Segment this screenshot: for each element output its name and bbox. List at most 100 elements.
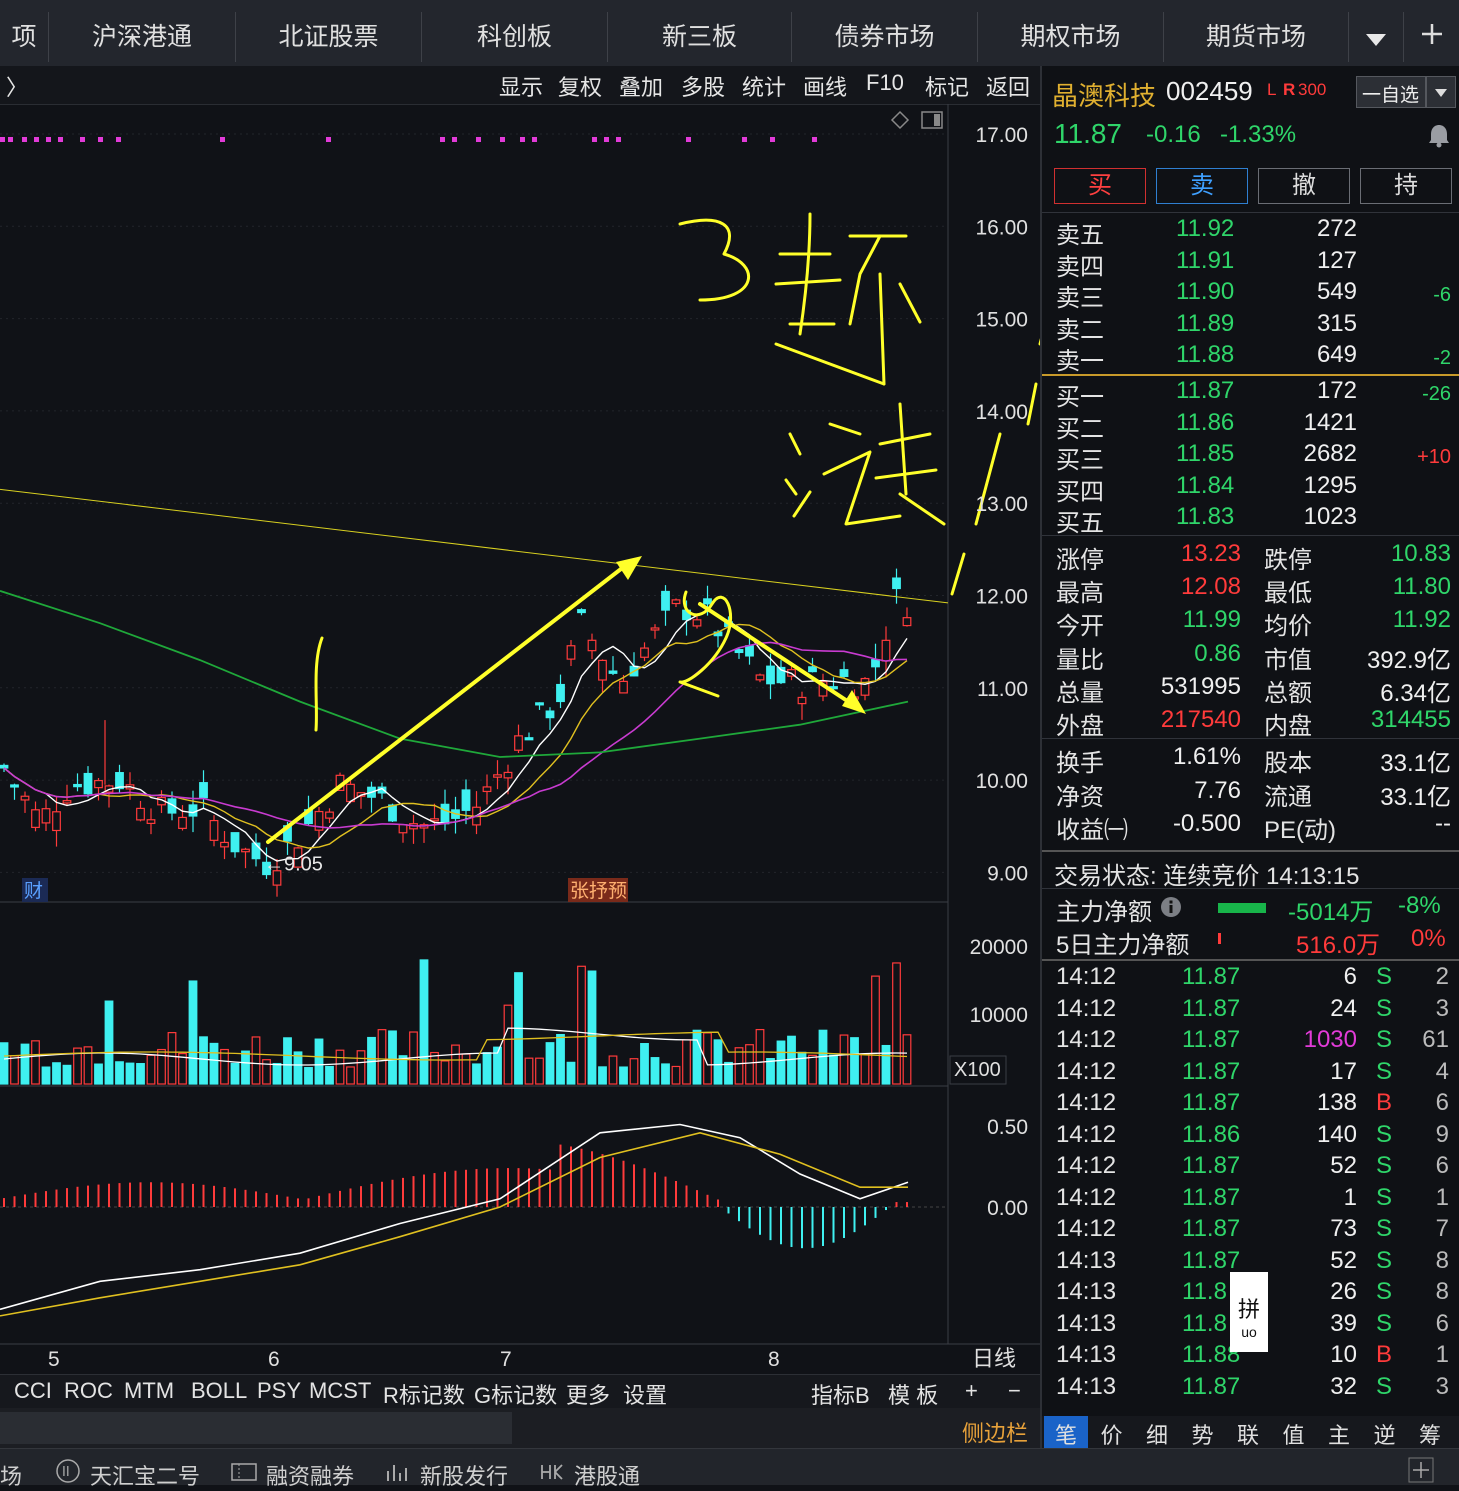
volume-bar [671, 1065, 681, 1085]
toolbar-display[interactable]: 显示 [499, 75, 544, 100]
svg-text:II: II [62, 1465, 70, 1480]
tab-mtm[interactable]: MTM [124, 1378, 175, 1403]
hand-annotations [266, 212, 1040, 844]
volume-bar [178, 1052, 187, 1085]
toolbar-overlay[interactable]: 叠加 [619, 75, 664, 100]
tick-count: 4 [1435, 1057, 1449, 1085]
footer-hk-connect[interactable]: 港股通 [574, 1464, 641, 1489]
footer-item-0[interactable]: 场 [0, 1464, 23, 1489]
volume-bar [745, 1044, 754, 1085]
tab-psy[interactable]: PSY [257, 1378, 302, 1403]
detail-tab[interactable]: 筹 [1418, 1423, 1441, 1448]
tab-template[interactable]: 模 板 [888, 1383, 939, 1408]
nav-item-hk-connect[interactable]: 沪深港通 [49, 12, 236, 62]
tick-count: 8 [1435, 1246, 1449, 1274]
sidebar-toggle[interactable]: 侧边栏 [962, 1421, 1029, 1446]
zoom-out-button[interactable]: − [1008, 1378, 1021, 1403]
volume-bar [136, 1063, 145, 1085]
main-flow5-label: 5日主力净额 [1056, 932, 1190, 959]
tick-count: 3 [1435, 1372, 1449, 1400]
volume-bar [829, 1054, 838, 1085]
bid-label: 买一 [1056, 384, 1104, 411]
footer-margin[interactable]: 融资融券 [266, 1464, 355, 1489]
toolbar-stats[interactable]: 统计 [742, 75, 787, 100]
tab-cci[interactable]: CCI [14, 1378, 52, 1403]
ime-popup[interactable]: 拼 uo [1230, 1272, 1268, 1352]
tab-boll[interactable]: BOLL [191, 1378, 248, 1403]
tick-time: 14:12 [1056, 1215, 1117, 1242]
nav-item-options[interactable]: 期权市场 [978, 12, 1164, 62]
stat-value: 6.34亿 [1380, 679, 1451, 707]
price-tick: 11.00 [977, 678, 1028, 701]
holdings-button[interactable]: 持 [1360, 168, 1452, 204]
detail-tab[interactable]: 细 [1145, 1423, 1168, 1448]
volume-bar [125, 1062, 135, 1085]
plus-icon[interactable] [1405, 12, 1459, 62]
toolbar-multi[interactable]: 多股 [681, 75, 726, 100]
back-chevron-icon[interactable]: 〉 [6, 75, 29, 100]
detail-tab[interactable]: 势 [1191, 1423, 1214, 1448]
tick-price: 11.8 [1182, 1309, 1227, 1337]
tab-g-mark[interactable]: G标记数 [474, 1383, 558, 1408]
stat-label: 净资 [1056, 783, 1104, 811]
candle-body [650, 627, 660, 631]
tab-mcst[interactable]: MCST [309, 1378, 372, 1403]
main-flow-label: 主力净额 [1056, 899, 1152, 926]
zoom-in-button[interactable]: + [965, 1378, 978, 1403]
buy-button[interactable]: 买 [1054, 168, 1146, 204]
volume-bar [682, 1039, 691, 1085]
footer-tianhuibao[interactable]: 天汇宝二号 [90, 1464, 201, 1489]
candle-body [52, 811, 61, 832]
stock-name: 晶澳科技 [1052, 81, 1157, 111]
tick-side: S [1376, 1309, 1393, 1337]
tab-more[interactable]: 更多 [566, 1383, 611, 1408]
toolbar-draw[interactable]: 画线 [803, 75, 848, 100]
volume-bar [188, 980, 198, 1085]
watchlist-button[interactable]: 一自选 [1356, 76, 1426, 108]
tab-settings[interactable]: 设置 [623, 1383, 668, 1408]
stat-label: 今开 [1056, 613, 1104, 641]
detail-tab[interactable]: 主 [1327, 1423, 1350, 1448]
candle-body [692, 619, 702, 627]
tab-indicator-b[interactable]: 指标B [811, 1383, 870, 1408]
detail-tab[interactable]: 笔 [1054, 1423, 1077, 1448]
volume-bar [52, 1062, 61, 1085]
toolbar-adjust[interactable]: 复权 [558, 75, 603, 100]
bid-price: 11.87 [1176, 377, 1235, 404]
candle-body [902, 617, 912, 627]
toolbar-return[interactable]: 返回 [986, 75, 1031, 100]
candle-body [262, 861, 271, 876]
ask-delta: -6 [1433, 284, 1451, 306]
bell-icon[interactable] [1426, 122, 1452, 148]
period-label: 日线 [972, 1346, 1016, 1371]
scroll-track[interactable] [0, 1412, 512, 1444]
cancel-order-button[interactable]: 撤 [1258, 168, 1350, 204]
footer-ipo[interactable]: 新股发行 [420, 1464, 509, 1489]
sell-button[interactable]: 卖 [1156, 168, 1248, 204]
detail-tab[interactable]: 联 [1236, 1423, 1259, 1448]
nav-item-bonds[interactable]: 债券市场 [792, 12, 978, 62]
nav-item-futures[interactable]: 期货市场 [1164, 12, 1349, 62]
detail-tab[interactable]: 值 [1282, 1423, 1305, 1448]
candle-body [346, 783, 355, 803]
detail-tab[interactable]: 价 [1100, 1423, 1123, 1448]
nav-item-0[interactable]: 项 [0, 12, 49, 62]
tab-r-mark[interactable]: R标记数 [383, 1383, 465, 1408]
watchlist-dropdown[interactable] [1426, 76, 1456, 108]
candle-body [745, 645, 754, 657]
info-icon[interactable] [1160, 896, 1182, 918]
nav-item-bse[interactable]: 北证股票 [236, 12, 422, 62]
stat-label: 收益㈠ [1056, 817, 1128, 844]
caret-down-icon[interactable] [1349, 12, 1404, 62]
toolbar-mark[interactable]: 标记 [925, 75, 970, 100]
ask-price: 11.89 [1176, 309, 1235, 337]
nav-item-neeq[interactable]: 新三板 [608, 12, 792, 62]
candle-body [0, 764, 9, 769]
volume-bar [388, 1030, 397, 1085]
detail-tab[interactable]: 逆 [1373, 1423, 1396, 1448]
toolbar-f10[interactable]: F10 [866, 70, 904, 95]
kline-chart[interactable]: 17.00 16.00 15.00 14.00 13.00 12.00 11.00 10.00… [0, 104, 1040, 1374]
bid-volume: 172 [1316, 377, 1357, 404]
tab-roc[interactable]: ROC [64, 1378, 113, 1403]
nav-item-star[interactable]: 科创板 [422, 12, 608, 62]
